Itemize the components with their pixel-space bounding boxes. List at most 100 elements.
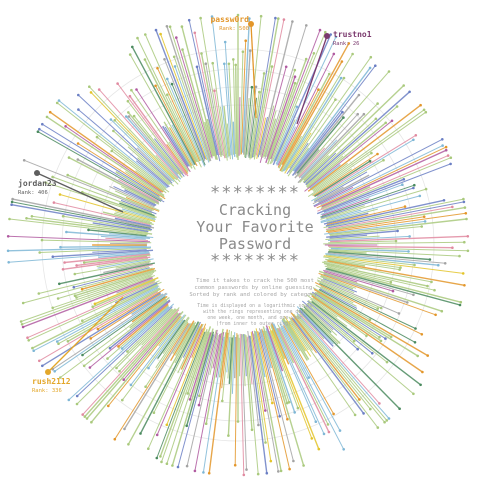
bar-end-dot bbox=[6, 235, 10, 238]
password-bar bbox=[313, 186, 354, 208]
bar-end-dot bbox=[322, 432, 326, 436]
password-bar bbox=[168, 141, 189, 172]
bar-end-dot bbox=[115, 366, 118, 370]
bar-end-dot bbox=[130, 88, 133, 92]
password-bar bbox=[253, 66, 273, 160]
password-bar bbox=[320, 184, 403, 216]
bar-end-dot bbox=[293, 411, 297, 414]
bar-end-dot bbox=[277, 17, 280, 20]
password-bar bbox=[56, 287, 159, 342]
bar-end-dot bbox=[221, 399, 224, 403]
password-bar bbox=[326, 208, 378, 223]
bar-end-dot bbox=[53, 370, 56, 373]
password-bar bbox=[180, 323, 203, 370]
bar-end-dot bbox=[399, 266, 402, 269]
bar-end-dot bbox=[419, 103, 422, 107]
bar-end-dot bbox=[365, 334, 368, 338]
password-bar bbox=[312, 186, 344, 205]
bar-end-dot bbox=[368, 66, 372, 70]
bar-end-dot bbox=[466, 235, 470, 238]
password-bar bbox=[242, 334, 246, 387]
bar-end-dot bbox=[332, 412, 335, 416]
bar-end-dot bbox=[113, 119, 117, 122]
password-bar bbox=[181, 49, 214, 157]
bar-end-dot bbox=[67, 156, 71, 159]
password-bar bbox=[111, 150, 165, 191]
password-bar bbox=[110, 119, 175, 183]
bar-end-dot bbox=[61, 214, 65, 218]
password-bar bbox=[234, 336, 237, 379]
bar-end-dot bbox=[72, 285, 76, 289]
password-bar bbox=[113, 185, 156, 207]
password-bar bbox=[305, 91, 411, 186]
password-bar bbox=[323, 269, 394, 292]
bar-end-dot bbox=[128, 94, 132, 98]
bar-end-dot bbox=[384, 337, 387, 340]
password-bar bbox=[155, 317, 190, 369]
password-bar bbox=[114, 190, 160, 211]
bar-end-dot bbox=[180, 25, 184, 28]
password-bar bbox=[209, 335, 219, 376]
bar-end-dot bbox=[155, 433, 159, 437]
callout-line-trustno1 bbox=[296, 35, 328, 125]
password-bar bbox=[33, 285, 160, 352]
password-bar bbox=[177, 326, 201, 374]
bar-end-dot bbox=[451, 246, 454, 249]
password-bar bbox=[60, 298, 167, 378]
password-bar bbox=[32, 284, 159, 349]
bar-end-dot bbox=[338, 429, 342, 432]
bar-end-dot bbox=[414, 134, 418, 137]
password-bar bbox=[164, 59, 206, 161]
password-bar bbox=[254, 331, 266, 378]
title-line-2: Your Favorite bbox=[196, 218, 314, 236]
password-bar bbox=[247, 330, 259, 426]
password-bar bbox=[322, 278, 357, 293]
password-bar bbox=[328, 251, 430, 261]
password-bar bbox=[325, 269, 414, 296]
password-bar bbox=[314, 291, 419, 357]
password-bar bbox=[141, 308, 177, 346]
password-bar bbox=[270, 323, 290, 365]
password-bar bbox=[328, 249, 460, 257]
bar-end-dot bbox=[288, 467, 291, 471]
bar-end-dot bbox=[112, 129, 115, 133]
password-bar bbox=[291, 111, 343, 177]
password-bar bbox=[226, 123, 231, 160]
password-bar bbox=[163, 121, 193, 169]
password-bar bbox=[46, 116, 165, 196]
bar-end-dot bbox=[165, 25, 169, 28]
password-bar bbox=[273, 106, 298, 162]
bar-end-dot bbox=[339, 76, 343, 80]
bar-end-dot bbox=[433, 288, 436, 292]
bar-end-dot bbox=[384, 121, 388, 125]
password-bar bbox=[306, 294, 338, 318]
bar-end-dot bbox=[187, 18, 191, 22]
password-bar bbox=[175, 37, 213, 159]
password-bar bbox=[186, 332, 219, 467]
password-bar bbox=[323, 241, 465, 245]
bar-end-dot bbox=[437, 263, 440, 267]
bar-end-dot bbox=[139, 432, 142, 435]
bar-end-dot bbox=[408, 90, 411, 94]
bar-end-dot bbox=[248, 49, 252, 52]
password-bar bbox=[319, 282, 416, 329]
password-bar bbox=[266, 69, 296, 157]
bar-end-dot bbox=[357, 93, 361, 97]
password-bar bbox=[255, 19, 285, 156]
bar-end-dot bbox=[227, 62, 231, 66]
bar-end-dot bbox=[376, 152, 379, 156]
password-bar bbox=[202, 336, 225, 473]
password-bar bbox=[245, 335, 259, 475]
bar-end-dot bbox=[66, 173, 69, 177]
bar-end-dot bbox=[351, 52, 354, 56]
callout-rank-passw0rd: Rank: 500 bbox=[219, 26, 249, 32]
password-bar bbox=[311, 168, 352, 196]
bar-end-dot bbox=[120, 347, 124, 350]
bar-end-dot bbox=[324, 30, 327, 34]
bar-end-dot bbox=[274, 16, 277, 20]
password-bar bbox=[313, 288, 429, 357]
password-bar bbox=[321, 149, 447, 208]
password-bar bbox=[155, 29, 206, 160]
password-bar bbox=[297, 71, 390, 177]
password-bar bbox=[307, 104, 422, 192]
